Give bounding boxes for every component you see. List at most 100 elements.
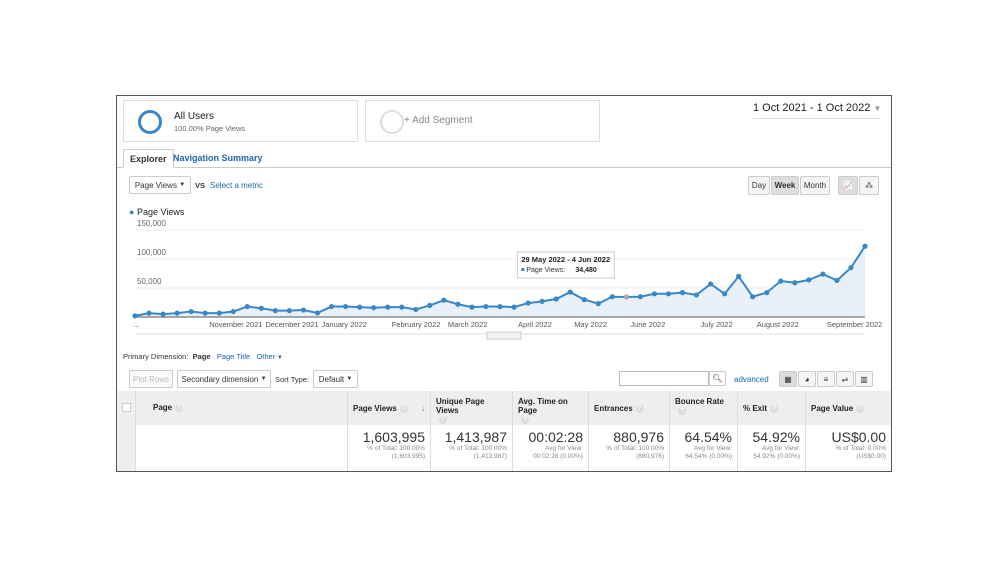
bars-icon: ≡ [823,374,829,384]
totals-cell: 880,976% of Total: 100.00% (880,976) [589,425,670,471]
motion-chart-button[interactable]: ⁂ [859,176,879,195]
total-sub: (US$0.00) [856,453,886,460]
table-view-button[interactable]: ▦ [779,371,797,387]
sort-arrow-icon: ↓ [421,404,425,413]
data-point [651,291,658,297]
plot-rows-button[interactable]: Plot Rows [129,370,173,388]
total-sub: % of Total: 0.00% [835,445,886,452]
chevron-down-icon: ▼ [873,104,882,113]
pivot-icon: ▥ [860,374,868,384]
data-point [567,289,573,295]
data-point [300,307,307,313]
total-value: US$0.00 [831,429,886,445]
pivot-view-button[interactable]: ▥ [855,371,873,387]
column-header-entrances[interactable]: Entrances? [589,391,670,425]
analytics-panel: All Users 100.00% Page Views + Add Segme… [116,95,892,472]
tab-explorer[interactable]: Explorer [123,149,174,168]
help-icon: ? [678,406,686,415]
table-search-input[interactable] [619,371,709,386]
data-point [174,310,180,316]
advanced-filter-link[interactable]: advanced [734,375,769,384]
total-value: 1,413,987 [444,429,507,445]
total-sub: % of Total: 100.00% [606,445,664,452]
comparison-view-button[interactable]: ⇌ [836,371,854,387]
help-icon: ? [770,404,779,413]
column-header-page-value[interactable]: Page Value? [806,391,891,425]
y-tick-label: 150,000 [137,219,166,228]
line-chart-button[interactable]: 📈 [838,176,858,195]
dimension-page-title[interactable]: Page Title [216,352,251,361]
data-point [553,296,559,302]
data-point [497,303,503,310]
data-point [483,303,489,310]
total-value: 54.92% [752,429,800,445]
tooltip-value: 34,480 [575,267,597,274]
data-point [328,303,335,310]
total-sub: (1,603,995) [391,453,425,460]
x-tick-label: August 2022 [757,320,799,329]
select-metric-link[interactable]: Select a metric [210,181,263,190]
x-tick-label: June 2022 [630,320,665,329]
week-button[interactable]: Week [771,176,799,195]
secondary-dimension-label: Secondary dimension [181,374,259,384]
chevron-down-icon: ▼ [346,376,353,382]
data-point [258,305,264,311]
header-label: % Exit [743,404,768,413]
tab-navigation-summary[interactable]: Navigation Summary [173,153,263,163]
area-fill [135,246,865,317]
data-point [778,278,784,284]
column-header-page-views[interactable]: Page Views? ↓ [348,391,431,425]
page-views-chart[interactable]: 150,000 100,000 50,000... November 2021 Dece… [117,216,891,341]
total-value: 00:02:28 [528,429,584,445]
metric-select[interactable]: Page Views ▼ [129,176,191,194]
header-label: Entrances [594,404,633,413]
x-tick-label: September 2022 [827,320,882,329]
column-header-bounce-rate[interactable]: Bounce Rate? [670,391,738,425]
chart-collapse-handle [486,331,522,340]
data-point [820,271,826,277]
dimension-other[interactable]: Other [256,352,276,361]
totals-page-cell [136,425,348,471]
chevron-down-icon: ▼ [179,182,186,188]
header-label: Unique Page Views [436,397,485,415]
x-tick-label: November 2021 [209,320,262,329]
header-label: Avg. Time on Page [518,397,568,415]
select-all-checkbox[interactable] [122,403,131,412]
add-segment-button[interactable]: + Add Segment [365,100,600,142]
column-header-page[interactable]: Page? [136,391,348,425]
x-tick-label: December 2021 [265,320,318,329]
month-button[interactable]: Month [800,176,830,195]
metric-selected-label: Page Views [134,180,177,190]
x-tick-label: February 2022 [392,320,441,329]
comparison-icon: ⇌ [841,374,849,384]
primary-dimension-label: Primary Dimension: [123,352,189,361]
data-point [216,310,222,316]
totals-cell: 64.54% Avg for View: 64.54% (0.00%) [670,425,738,471]
vs-label: VS [195,181,206,190]
data-point [286,308,293,314]
pie-view-button[interactable]: ◕ [798,371,816,387]
data-point [132,313,138,319]
column-header-exit[interactable]: % Exit? [738,391,806,425]
performance-view-button[interactable]: ≡ [817,371,835,387]
help-icon: ? [399,404,408,413]
total-sub: Avg for View: [544,445,583,452]
day-button[interactable]: Day [748,176,770,195]
data-point [511,304,517,310]
total-sub: (1,413,987) [473,453,507,460]
tooltip-bullet-icon [521,268,525,272]
data-point [357,304,363,310]
segment-subtitle: 100.00% Page Views [174,124,246,133]
help-icon: ? [439,415,447,424]
column-header-unique-page-views[interactable]: Unique Page Views? [431,391,513,425]
column-header-avg-time[interactable]: Avg. Time on Page? [513,391,589,425]
sort-type-select[interactable]: Default ▼ [313,370,358,388]
data-point [244,303,250,310]
segment-all-users[interactable]: All Users 100.00% Page Views [123,100,358,142]
search-button[interactable]: 🔍︎ [709,371,726,386]
data-point [806,277,812,283]
dimension-page[interactable]: Page [192,352,211,361]
secondary-dimension-select[interactable]: Secondary dimension ▼ [177,370,271,388]
legend-label: Page Views [136,207,185,217]
date-range-picker[interactable]: 1 Oct 2021 - 1 Oct 2022 ▼ [753,102,882,119]
